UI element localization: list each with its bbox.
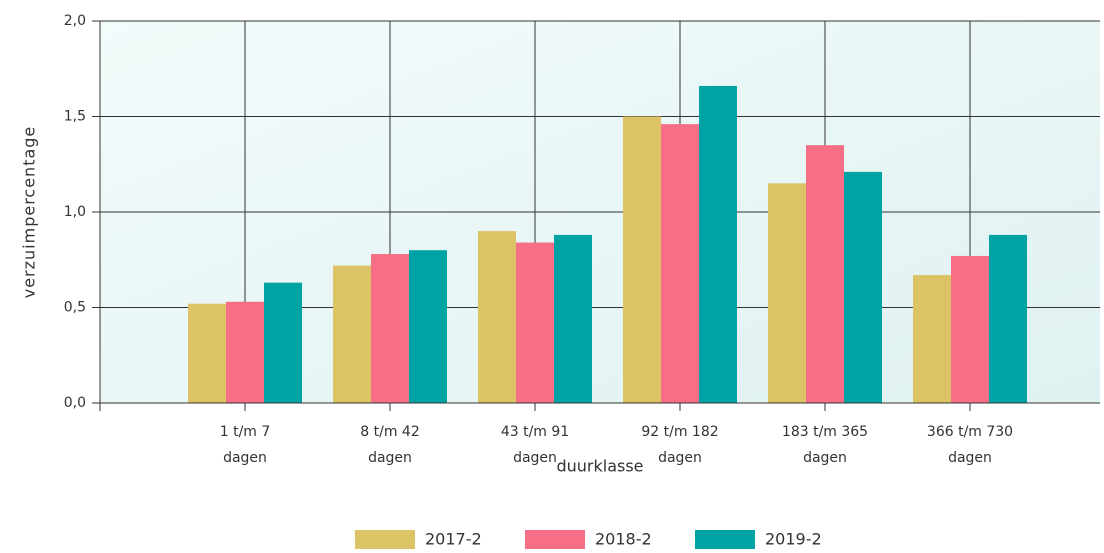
y-tick-label: 2,0 bbox=[64, 13, 86, 29]
y-tick-label: 0,5 bbox=[64, 300, 86, 316]
bar bbox=[913, 275, 951, 403]
x-tick-label: 1 t/m 7 dagen bbox=[220, 424, 271, 466]
bar bbox=[951, 255, 989, 403]
bar bbox=[409, 250, 447, 403]
bar bbox=[226, 301, 264, 403]
x-tick-label: 8 t/m 42 dagen bbox=[360, 424, 419, 466]
legend-swatch bbox=[695, 530, 755, 549]
bar bbox=[333, 265, 371, 403]
bar bbox=[188, 303, 226, 403]
bar bbox=[371, 254, 409, 403]
y-tick-label: 1,0 bbox=[64, 204, 86, 220]
y-tick-label: 0,0 bbox=[64, 395, 86, 411]
bar bbox=[554, 234, 592, 403]
legend-label: 2019-2 bbox=[765, 530, 822, 549]
x-tick-label: 43 t/m 91 dagen bbox=[501, 424, 569, 466]
bar bbox=[661, 124, 699, 403]
legend-label: 2017-2 bbox=[425, 530, 482, 549]
x-tick-label: 92 t/m 182 dagen bbox=[641, 424, 718, 466]
legend-label: 2018-2 bbox=[595, 530, 652, 549]
bar bbox=[989, 234, 1027, 403]
legend-swatch bbox=[525, 530, 585, 549]
y-axis-label: verzuimpercentage bbox=[20, 126, 39, 299]
bar bbox=[806, 145, 844, 403]
x-axis-label: duurklasse bbox=[556, 457, 643, 476]
legend-swatch bbox=[355, 530, 415, 549]
bar bbox=[844, 171, 882, 403]
bar bbox=[623, 116, 661, 403]
bar bbox=[264, 282, 302, 403]
bar bbox=[768, 183, 806, 403]
x-tick-label: 183 t/m 365 dagen bbox=[782, 424, 868, 466]
bar bbox=[478, 231, 516, 403]
x-tick-label: 366 t/m 730 dagen bbox=[927, 424, 1013, 466]
bar bbox=[699, 85, 737, 403]
y-tick-label: 1,5 bbox=[64, 109, 86, 125]
bar bbox=[516, 242, 554, 403]
